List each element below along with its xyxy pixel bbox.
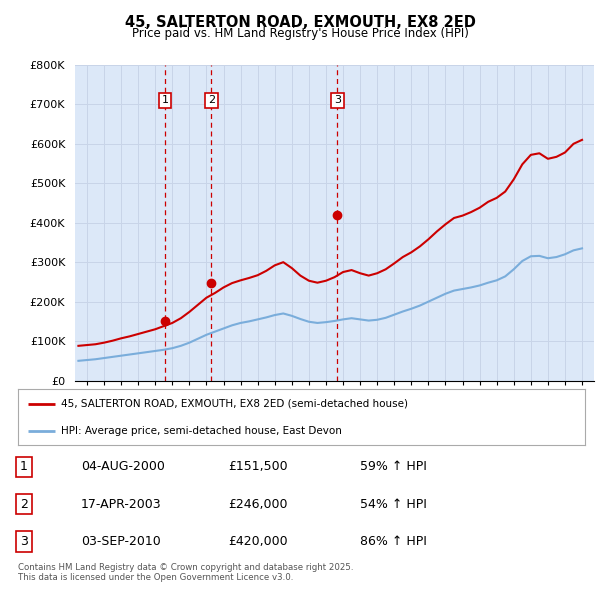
Text: 59% ↑ HPI: 59% ↑ HPI [360,460,427,474]
Text: 1: 1 [20,460,28,474]
Text: Price paid vs. HM Land Registry's House Price Index (HPI): Price paid vs. HM Land Registry's House … [131,27,469,40]
Text: 3: 3 [334,96,341,106]
Text: 86% ↑ HPI: 86% ↑ HPI [360,535,427,548]
Text: 45, SALTERTON ROAD, EXMOUTH, EX8 2ED (semi-detached house): 45, SALTERTON ROAD, EXMOUTH, EX8 2ED (se… [61,399,407,409]
Text: £246,000: £246,000 [228,497,287,511]
Text: 45, SALTERTON ROAD, EXMOUTH, EX8 2ED: 45, SALTERTON ROAD, EXMOUTH, EX8 2ED [125,15,475,30]
Text: 2: 2 [20,497,28,511]
Text: 04-AUG-2000: 04-AUG-2000 [81,460,165,474]
Text: £151,500: £151,500 [228,460,287,474]
Text: 1: 1 [161,96,169,106]
Text: 03-SEP-2010: 03-SEP-2010 [81,535,161,548]
Text: 3: 3 [20,535,28,548]
Text: Contains HM Land Registry data © Crown copyright and database right 2025.
This d: Contains HM Land Registry data © Crown c… [18,563,353,582]
Text: 54% ↑ HPI: 54% ↑ HPI [360,497,427,511]
Text: 17-APR-2003: 17-APR-2003 [81,497,161,511]
Text: £420,000: £420,000 [228,535,287,548]
Text: HPI: Average price, semi-detached house, East Devon: HPI: Average price, semi-detached house,… [61,426,341,436]
Text: 2: 2 [208,96,215,106]
